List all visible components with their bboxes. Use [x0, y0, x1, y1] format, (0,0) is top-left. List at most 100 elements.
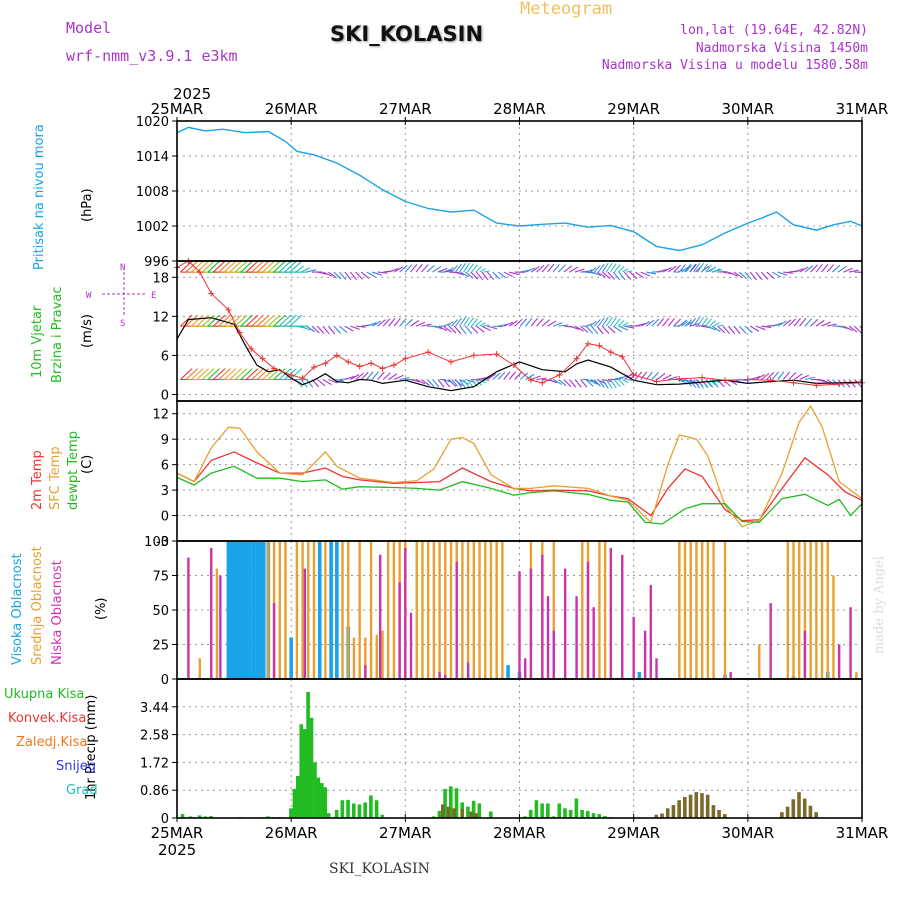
- wind-barb: [432, 379, 440, 388]
- pressure-title: Pritisak na nivou mora: [32, 124, 47, 270]
- cloud-mid-bar: [432, 541, 436, 679]
- gust-line: [177, 261, 862, 386]
- wind-barb: [487, 373, 496, 380]
- gust-marker: [493, 351, 500, 358]
- wind-barb: [701, 263, 709, 273]
- wind-barb: [300, 379, 308, 388]
- cloud-mid-bar: [369, 541, 373, 679]
- gust-marker: [596, 342, 603, 349]
- wind-barb: [673, 318, 682, 327]
- wind-barb: [201, 314, 215, 327]
- cloud-low-bar: [529, 568, 533, 679]
- wind-barb: [284, 368, 297, 380]
- cloud-low-bar: [729, 672, 732, 679]
- y-tick-label: 0: [161, 673, 169, 688]
- wind-barb: [760, 271, 769, 280]
- wind-barb: [437, 325, 448, 332]
- cloud-mid-bar: [198, 658, 202, 679]
- wind-barb: [447, 266, 454, 273]
- wind-barb: [593, 265, 601, 273]
- wind-barb: [497, 371, 506, 380]
- cloud-mid-bar: [798, 541, 801, 679]
- precip-convective-bar: [723, 814, 727, 818]
- wind-barb: [574, 268, 585, 273]
- wind-barb: [525, 317, 533, 327]
- wind-barb: [393, 266, 403, 273]
- wind-barb: [475, 320, 482, 327]
- wind-barb: [597, 263, 605, 273]
- wind-barb: [289, 261, 303, 273]
- gust-marker: [322, 360, 329, 367]
- wind-barb: [278, 261, 292, 273]
- wind-barb: [467, 317, 474, 327]
- precip-total-bar: [551, 816, 556, 818]
- wind-barb: [859, 325, 862, 330]
- x-tick-label-top: 31MAR: [836, 100, 889, 118]
- cloud-high-bar: [241, 541, 246, 679]
- wind-barb: [191, 314, 204, 327]
- wind-barb: [558, 379, 567, 387]
- wind-barb: [713, 322, 720, 327]
- precip-total-bar: [319, 783, 324, 818]
- wind-barb: [788, 318, 796, 327]
- wind-barb: [622, 322, 629, 327]
- wind-barb: [771, 271, 782, 278]
- cloud-low-bar: [655, 658, 658, 679]
- wind-title-1: 10m Vjetar: [30, 305, 45, 378]
- precip-convective-bar: [469, 811, 474, 818]
- wind-barb: [256, 314, 270, 327]
- cloud-mid-bar: [347, 541, 350, 679]
- wind-barb: [483, 270, 490, 273]
- wind-barb: [196, 261, 209, 273]
- gust-marker: [699, 374, 706, 381]
- x-tick-label-top: 29MAR: [607, 100, 660, 118]
- gust-marker: [585, 340, 591, 347]
- compass-s: S: [120, 319, 125, 329]
- precip-convective-bar: [694, 792, 699, 818]
- year-label-top: 2025: [173, 85, 211, 103]
- wind-barb: [463, 262, 470, 273]
- wind-barb: [455, 263, 462, 273]
- wind-barb: [503, 271, 513, 278]
- wind-barb: [240, 314, 253, 327]
- wind-barb: [180, 314, 193, 327]
- wind-barb: [306, 325, 316, 333]
- wind-barb: [530, 318, 538, 327]
- model-name: wrf-nmm_v3.9.1 e3km: [66, 47, 238, 65]
- wind-barb: [333, 325, 342, 334]
- wind-barb: [212, 368, 226, 380]
- wind-barb: [744, 271, 752, 280]
- panel-frame: [176, 678, 863, 819]
- x-tick-label-top: 26MAR: [265, 100, 318, 118]
- wind-barb: [596, 271, 606, 278]
- precip-convective-bar: [711, 805, 716, 818]
- wind-barb: [624, 325, 635, 329]
- gust-marker: [470, 352, 477, 359]
- wind-barb: [601, 262, 609, 273]
- wind-barb: [705, 379, 712, 388]
- y-tick-label: 3: [161, 484, 169, 499]
- gust-marker: [225, 306, 232, 313]
- precip-total-bar: [591, 813, 596, 818]
- precip-total-bar: [340, 800, 345, 818]
- gust-marker: [196, 269, 203, 276]
- wind-barb: [815, 319, 825, 327]
- wind-barb: [799, 266, 809, 273]
- precip-total-bar: [471, 800, 476, 818]
- wind-barb: [393, 374, 404, 381]
- wind-barb: [322, 325, 330, 335]
- wind-barb: [421, 264, 429, 273]
- wind-barb: [300, 325, 311, 331]
- cloud-mid-bar: [387, 541, 390, 679]
- wind-barb: [713, 268, 720, 273]
- wind-barb: [777, 271, 788, 276]
- wind-barb: [821, 321, 831, 327]
- wind-barb: [722, 325, 731, 334]
- cloud-mid-bar: [449, 541, 453, 679]
- wind-barb: [229, 314, 242, 327]
- wind-barb: [350, 374, 360, 380]
- cloud-mid-bar: [438, 541, 441, 679]
- wind-barb: [454, 271, 465, 276]
- wind-barb: [393, 317, 401, 327]
- precip-total-bar: [363, 802, 367, 818]
